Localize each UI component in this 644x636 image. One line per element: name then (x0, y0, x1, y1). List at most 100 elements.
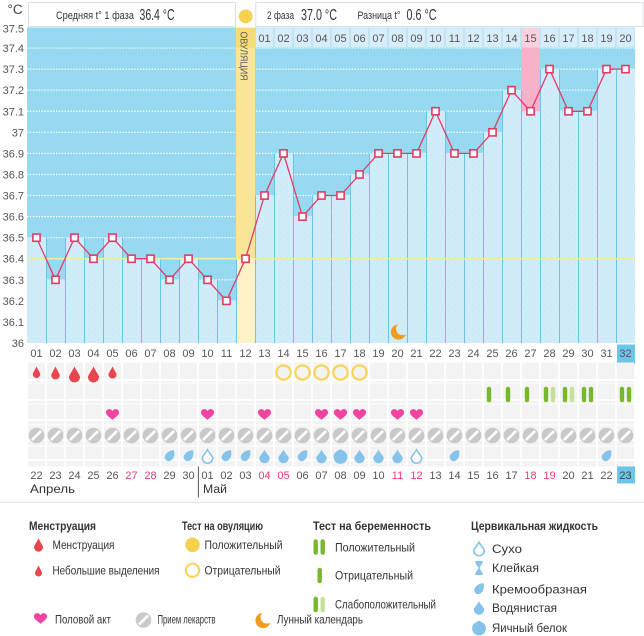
svg-text:20: 20 (391, 348, 403, 360)
svg-text:21: 21 (410, 348, 422, 360)
svg-text:06: 06 (296, 470, 308, 482)
svg-text:Яичный белок: Яичный белок (492, 621, 568, 635)
svg-text:08: 08 (391, 33, 403, 45)
svg-text:26: 26 (106, 470, 118, 482)
svg-text:°C: °C (8, 2, 23, 17)
svg-text:25: 25 (486, 348, 498, 360)
svg-text:30: 30 (581, 348, 593, 360)
svg-text:Водянистая: Водянистая (492, 601, 557, 615)
svg-text:22: 22 (600, 470, 612, 482)
svg-text:36.1: 36.1 (3, 317, 24, 329)
svg-text:18: 18 (581, 33, 593, 45)
svg-text:Половой акт: Половой акт (55, 613, 111, 627)
svg-text:29: 29 (562, 348, 574, 360)
svg-text:32: 32 (619, 348, 631, 360)
svg-text:06: 06 (353, 33, 365, 45)
svg-text:29: 29 (163, 470, 175, 482)
svg-text:2 фаза: 2 фаза (267, 10, 295, 22)
svg-text:19: 19 (543, 470, 555, 482)
svg-text:Прием лекарств: Прием лекарств (158, 613, 216, 627)
svg-text:01: 01 (258, 33, 270, 45)
svg-text:36.9: 36.9 (3, 148, 24, 160)
svg-text:21: 21 (581, 470, 593, 482)
svg-text:04: 04 (87, 348, 99, 360)
svg-text:12: 12 (239, 348, 251, 360)
svg-text:Апрель: Апрель (30, 484, 75, 496)
svg-text:37.4: 37.4 (3, 43, 24, 55)
svg-text:19: 19 (600, 33, 612, 45)
svg-text:17: 17 (505, 470, 517, 482)
svg-text:09: 09 (182, 348, 194, 360)
svg-text:13: 13 (486, 33, 498, 45)
svg-text:37.0 °C: 37.0 °C (301, 7, 337, 24)
svg-text:05: 05 (277, 470, 289, 482)
svg-text:02: 02 (49, 348, 61, 360)
svg-text:Цервикальная жидкость: Цервикальная жидкость (471, 519, 598, 533)
svg-text:Тест на беременность: Тест на беременность (313, 519, 431, 533)
svg-text:Средняя t° 1 фаза: Средняя t° 1 фаза (56, 10, 135, 22)
svg-text:02: 02 (277, 33, 289, 45)
svg-text:Отрицательный: Отрицательный (205, 564, 281, 578)
svg-text:18: 18 (353, 348, 365, 360)
svg-text:23: 23 (448, 348, 460, 360)
svg-text:10: 10 (372, 470, 384, 482)
svg-text:10: 10 (201, 348, 213, 360)
svg-text:37.3: 37.3 (3, 64, 24, 76)
svg-text:36.7: 36.7 (3, 191, 24, 203)
svg-text:11: 11 (392, 470, 403, 482)
svg-text:Менструация: Менструация (29, 519, 96, 533)
svg-text:13: 13 (429, 470, 441, 482)
svg-text:04: 04 (258, 470, 270, 482)
svg-text:Положительный: Положительный (205, 538, 283, 552)
svg-text:09: 09 (410, 33, 422, 45)
svg-text:25: 25 (87, 470, 99, 482)
svg-text:07: 07 (315, 470, 327, 482)
svg-text:14: 14 (505, 33, 517, 45)
svg-text:30: 30 (182, 470, 194, 482)
svg-text:12: 12 (410, 470, 422, 482)
svg-text:36: 36 (12, 338, 24, 350)
svg-text:37.2: 37.2 (3, 85, 24, 97)
svg-text:17: 17 (562, 33, 574, 45)
svg-text:24: 24 (467, 348, 479, 360)
svg-text:37.1: 37.1 (3, 106, 24, 118)
svg-text:36.4 °C: 36.4 °C (140, 7, 175, 24)
svg-text:Сухо: Сухо (492, 542, 522, 556)
svg-text:02: 02 (220, 470, 232, 482)
svg-text:14: 14 (277, 348, 289, 360)
svg-text:27: 27 (524, 348, 536, 360)
svg-text:22: 22 (30, 470, 42, 482)
svg-text:11: 11 (221, 348, 232, 360)
svg-text:07: 07 (372, 33, 384, 45)
svg-text:05: 05 (334, 33, 346, 45)
svg-text:20: 20 (562, 470, 574, 482)
svg-text:28: 28 (543, 348, 555, 360)
svg-text:22: 22 (429, 348, 441, 360)
svg-text:01: 01 (30, 348, 42, 360)
svg-text:07: 07 (144, 348, 156, 360)
svg-text:15: 15 (467, 470, 479, 482)
svg-text:27: 27 (125, 470, 137, 482)
svg-text:14: 14 (448, 470, 460, 482)
svg-text:15: 15 (524, 33, 536, 45)
svg-text:05: 05 (106, 348, 118, 360)
svg-text:08: 08 (163, 348, 175, 360)
svg-text:13: 13 (258, 348, 270, 360)
svg-text:23: 23 (49, 470, 61, 482)
svg-text:36.5: 36.5 (3, 233, 24, 245)
svg-text:23: 23 (619, 470, 631, 482)
svg-text:37: 37 (12, 127, 24, 139)
svg-text:36.3: 36.3 (3, 275, 24, 287)
svg-text:ОВУЛЯЦИЯ: ОВУЛЯЦИЯ (238, 32, 250, 81)
svg-text:28: 28 (144, 470, 156, 482)
svg-text:Май: Май (203, 484, 227, 496)
svg-text:Тест на овуляцию: Тест на овуляцию (182, 519, 263, 533)
svg-text:0.6 °C: 0.6 °C (407, 7, 437, 24)
svg-text:19: 19 (372, 348, 384, 360)
svg-text:Слабоположительный: Слабоположительный (335, 598, 436, 612)
svg-text:36.6: 36.6 (3, 212, 24, 224)
svg-text:36.2: 36.2 (3, 296, 24, 308)
svg-text:06: 06 (125, 348, 137, 360)
svg-text:03: 03 (68, 348, 80, 360)
svg-text:17: 17 (334, 348, 346, 360)
